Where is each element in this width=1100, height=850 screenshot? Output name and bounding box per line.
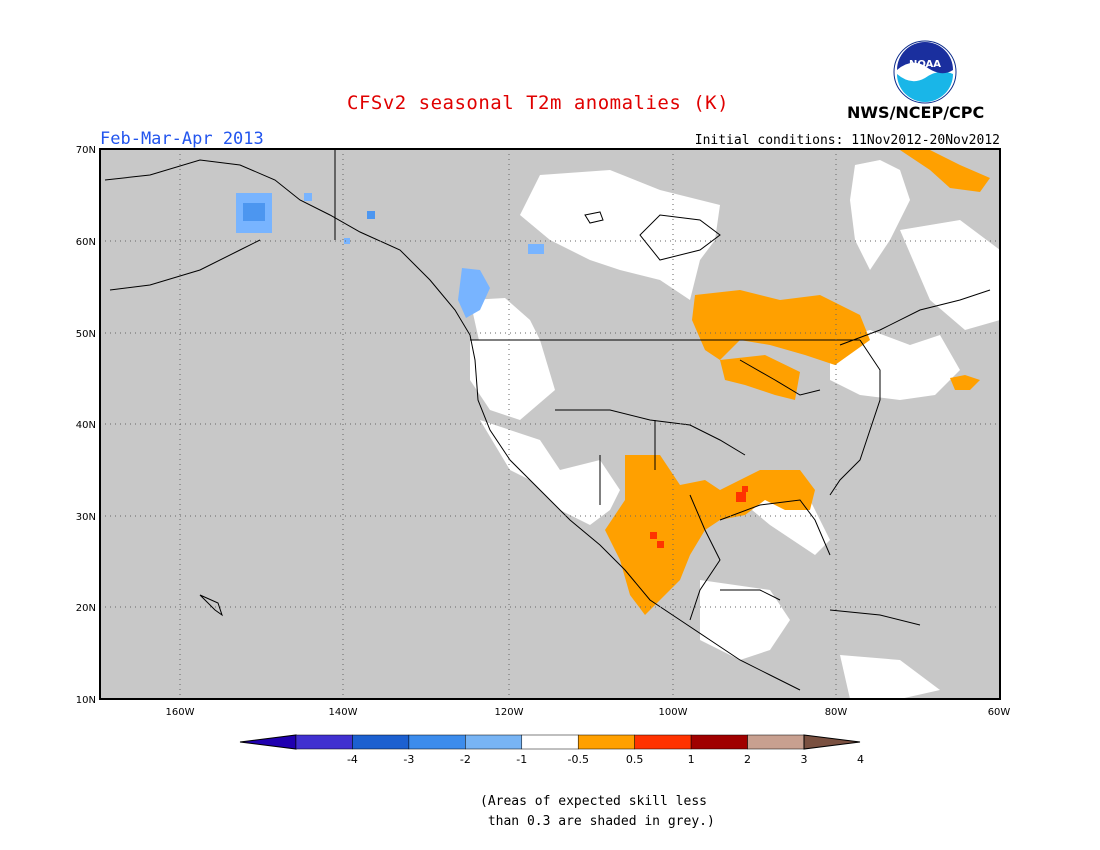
skill-note-line2: than 0.3 are shaded in grey.) — [480, 814, 715, 829]
colorbar-segment — [634, 734, 692, 750]
colorbar-label: -3 — [403, 753, 414, 766]
warm-anomaly-regions — [605, 150, 990, 615]
colorbar-arrow-low — [239, 734, 297, 750]
colorbar-segment — [295, 734, 353, 750]
figure-title: CFSv2 seasonal T2m anomalies (K) — [347, 92, 730, 114]
colorbar-segment — [747, 734, 805, 750]
latitude-ticks: 70N 60N 50N 40N 30N 20N 10N — [76, 145, 96, 706]
colorbar-label: 0.5 — [626, 753, 644, 766]
lon-tick: 80W — [825, 707, 848, 718]
gridlines — [100, 149, 1000, 699]
lon-tick: 160W — [166, 707, 195, 718]
lat-tick: 20N — [76, 603, 96, 614]
lat-tick: 70N — [76, 145, 96, 156]
colorbar-label: 4 — [857, 753, 864, 766]
coastlines — [104, 150, 991, 691]
colorbar-segment — [577, 734, 635, 750]
lat-tick: 30N — [76, 512, 96, 523]
lon-tick: 100W — [659, 707, 688, 718]
skill-note: (Areas of expected skill less than 0.3 a… — [480, 792, 715, 832]
colorbar: -4 -3 -2 -1 -0.5 0.5 1 2 3 4 — [239, 734, 864, 766]
lon-tick: 120W — [495, 707, 524, 718]
colorbar-segment — [690, 734, 748, 750]
strong-warm-cells — [650, 486, 748, 548]
noaa-logo-icon: NOAA — [893, 40, 957, 104]
colorbar-arrow-high — [803, 734, 861, 750]
colorbar-segment — [521, 734, 579, 750]
colorbar-segment — [465, 734, 523, 750]
lat-tick: 40N — [76, 420, 96, 431]
lat-tick: 60N — [76, 237, 96, 248]
forecast-period: Feb-Mar-Apr 2013 — [100, 129, 264, 149]
longitude-ticks: 160W 140W 120W 100W 80W 60W — [166, 707, 1011, 718]
neutral-regions — [470, 160, 1000, 699]
colorbar-label: -0.5 — [567, 753, 588, 766]
cool-anomaly-cells — [236, 193, 544, 318]
colorbar-label: -1 — [516, 753, 527, 766]
initial-conditions: Initial conditions: 11Nov2012-20Nov2012 — [694, 133, 1000, 148]
map-frame — [99, 148, 1001, 700]
agency-label: NWS/NCEP/CPC — [847, 103, 985, 122]
colorbar-label: 2 — [744, 753, 751, 766]
lon-tick: 60W — [988, 707, 1011, 718]
colorbar-segment — [408, 734, 466, 750]
colorbar-label: 3 — [801, 753, 808, 766]
lon-tick: 140W — [329, 707, 358, 718]
colorbar-segment — [352, 734, 410, 750]
colorbar-label: -4 — [347, 753, 358, 766]
colorbar-label: 1 — [688, 753, 695, 766]
skill-note-line1: (Areas of expected skill less — [480, 794, 707, 809]
lat-tick: 10N — [76, 695, 96, 706]
logo-text: NOAA — [909, 59, 941, 70]
colorbar-label: -2 — [460, 753, 471, 766]
lat-tick: 50N — [76, 329, 96, 340]
